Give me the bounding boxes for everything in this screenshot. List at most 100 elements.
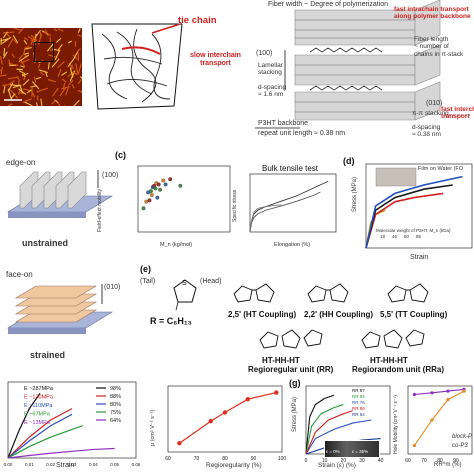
plot-frame [365,163,473,249]
afm-fibril [2,31,15,34]
afm-fibril [77,79,82,85]
x-tick-label: 70 [421,458,427,464]
mobility-point [412,392,416,397]
afm-fibril [65,86,70,96]
modulus-label: E ~13MPa [24,420,51,426]
lamellar-label: Lamellar stacking [258,62,283,77]
afm-fibril [59,87,67,97]
lamellar-index: (100) [256,50,273,57]
tensile-curve [249,191,321,233]
plot-frame [137,165,231,233]
panel-f2-mobility-chart: 60 70 80 90 100 [165,385,286,462]
afm-fibril [61,71,68,76]
afm-fibril [34,76,37,83]
afm-fibril [36,87,48,93]
panel-g-ylabel: Stress (MPa) [292,396,298,432]
tie-chain-label: tie chain [178,15,217,26]
afm-fibril [0,74,7,77]
plot-frame [249,173,337,233]
afm-fibril [38,69,48,74]
tail-label: (Tail) [140,278,156,285]
legend-label: 98% [110,386,121,392]
mobility-point [222,410,228,415]
afm-fibril [3,85,6,94]
afm-fibril [3,47,6,57]
x-tick-label: 100 [278,456,286,462]
afm-fibril [12,35,19,44]
x-tick-label: 70 [194,456,200,462]
mobility-point [430,391,434,395]
modulus-label: E ~110MPa [24,403,53,409]
afm-fibril [77,28,81,33]
panel-d-legend-title: Molecular weight of P3HT, M_n (kDa) [376,228,451,233]
afm-fibril [73,99,80,106]
fiber-length-label: Fiber length ~ number of chains in π-sta… [414,36,464,58]
stress-strain-curve [7,408,73,459]
tie-chain-line [121,46,161,55]
x-tick-label: 90 [453,458,459,464]
slow-interchain-label: slow interchain transport [190,52,241,68]
afm-fibril [23,46,26,56]
afm-fibril [39,71,45,76]
afm-fibril [17,80,20,86]
ht-dimer [233,283,275,303]
afm-fibril [77,34,82,37]
afm-fibril [30,36,35,45]
afm-fibril [31,92,36,98]
afm-fibril [53,28,58,32]
face-on-diagram [6,284,114,334]
panel-h-mobility-chart: 60 70 80 90 [405,385,473,464]
afm-fibril [20,65,25,68]
afm-fibril [55,37,62,43]
stress-strain-curve [305,404,344,455]
mobility-point [446,398,450,402]
x-tick-label: 0 [305,458,308,464]
panel-c-tensile-xlabel: Elongation (%) [274,242,311,248]
afm-fibril [78,89,82,94]
x-tick-label: 60 [405,458,411,464]
mobility-line [179,392,277,444]
pi-index: (010) [426,100,443,107]
film-photo [375,167,417,187]
afm-fibril [19,84,24,94]
legend-label: 80% [110,402,121,408]
panel-d-film-label: Film on Water (FO [418,166,464,172]
panel-f-stress-chart: E ~287MPa E ~130MPa E ~110MPa E ~67MPa E ~13… [4,381,140,467]
modulus-label: E ~130MPa [24,395,54,401]
repeat-unit-label: repeat unit length ≈ 0.38 nm [258,130,346,137]
strained-label: strained [30,350,66,360]
afm-fibril [18,54,30,63]
panel-f2-xlabel: Regioregularity (%) [206,462,262,469]
legend-label: 88% [110,394,121,400]
chain-network-diagram [91,23,183,110]
afm-fibril [6,33,11,39]
panel-g-inset-photo [324,440,380,458]
afm-fibril [47,62,50,70]
afm-fibril [46,42,55,52]
scatter-point [178,183,183,188]
panel-d-legend: 18 46 60 85 [380,234,421,239]
plot-frame [407,385,473,455]
afm-fibril [0,66,3,75]
afm-fibril [20,58,30,64]
afm-fibril [23,39,28,45]
afm-fibril [67,70,75,78]
afm-fibril [7,103,13,106]
stress-strain-curve [7,425,83,459]
afm-fibril [57,102,61,106]
afm-fibril [37,63,41,68]
x-tick-label: 80 [437,458,443,464]
panel-d-xlabel: Strain [410,254,429,261]
afm-fibril [18,54,24,60]
x-tick-label: 0.06 [132,462,140,467]
legend-item: 18 [380,234,386,239]
panel-c-xlabel: M_n (kg/mol) [160,242,193,248]
afm-fibril [67,40,72,44]
afm-fibril [11,53,16,59]
mobility-point [177,441,182,446]
legend-label: 75% [110,410,121,416]
afm-fibril [56,61,65,69]
afm-fibril [24,101,33,106]
afm-fibril [52,87,59,97]
